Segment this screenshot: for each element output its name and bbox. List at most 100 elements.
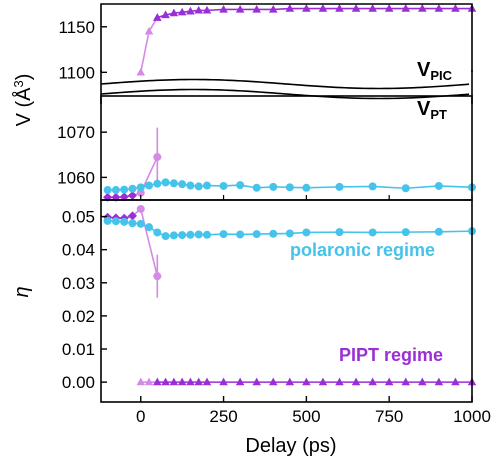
data-point	[119, 192, 129, 202]
data-point	[351, 377, 361, 386]
data-point	[368, 228, 377, 237]
data-point	[285, 4, 295, 12]
data-point	[203, 230, 211, 239]
data-point	[252, 4, 261, 13]
data-point	[268, 4, 278, 13]
data-point	[153, 13, 162, 21]
data-point	[194, 5, 203, 14]
data-point	[384, 377, 394, 386]
y-tick-label: 0.03	[62, 274, 95, 293]
y-axis-title-eta: η	[11, 286, 33, 297]
data-point	[418, 4, 427, 12]
data-point	[186, 181, 195, 190]
plot-axes: 1100 1150 1060 1070 0.00 0.01 0.02 0.03 0.04 0.05…	[57, 3, 491, 426]
data-point	[144, 26, 154, 35]
data-point	[161, 10, 170, 19]
data-point	[302, 4, 311, 12]
data-point	[178, 231, 187, 240]
data-point	[269, 229, 278, 238]
data-point	[161, 232, 170, 241]
data-point	[136, 219, 145, 228]
data-point	[186, 6, 195, 15]
data-point	[103, 216, 112, 225]
data-point	[120, 217, 129, 226]
y-tick-label: 0.01	[62, 340, 95, 359]
data-point	[368, 182, 377, 191]
data-point	[285, 229, 294, 238]
data-point	[368, 377, 377, 386]
data-point	[434, 377, 444, 386]
data-point	[318, 377, 328, 386]
data-point	[144, 377, 154, 386]
data-point	[153, 153, 162, 162]
data-point	[368, 4, 377, 12]
vpic-label: VPIC	[417, 59, 453, 83]
bottom-panel-frame	[100, 199, 473, 403]
data-point	[418, 377, 427, 386]
data-point	[177, 7, 187, 16]
data-point	[401, 228, 410, 237]
data-point	[252, 377, 261, 386]
data-point	[169, 179, 178, 188]
data-point	[136, 377, 146, 386]
data-point	[145, 181, 154, 190]
y-tick-label: 0.02	[62, 307, 95, 326]
data-point	[335, 4, 344, 12]
data-point	[219, 4, 228, 13]
vpt-label: VPT	[417, 98, 447, 122]
data-point	[252, 230, 261, 239]
data-point	[169, 231, 178, 240]
top-panel-frame	[100, 3, 473, 72]
data-point	[219, 377, 228, 386]
data-point	[235, 377, 245, 386]
data-point	[302, 377, 311, 386]
data-point	[194, 182, 203, 191]
data-point	[335, 182, 344, 191]
data-point	[434, 227, 443, 236]
x-tick-label: 1000	[453, 407, 491, 426]
y-tick-label: 0.04	[62, 241, 95, 260]
data-point	[219, 230, 228, 239]
data-point	[451, 4, 460, 12]
data-point	[268, 377, 278, 386]
data-point	[111, 186, 120, 195]
data-point	[136, 183, 145, 192]
vpic-label-sub: PIC	[430, 68, 452, 83]
data-point	[219, 181, 228, 190]
data-point	[335, 228, 344, 237]
y-tick-label: 1150	[58, 18, 95, 37]
data-point	[169, 377, 179, 386]
series-line	[139, 208, 159, 277]
data-point	[236, 230, 245, 239]
data-point	[128, 184, 137, 193]
data-point	[351, 4, 361, 12]
y-tick-label: 1100	[58, 63, 95, 82]
data-point	[186, 377, 195, 386]
vpt-label-sub: PT	[430, 107, 447, 122]
data-point	[153, 228, 162, 237]
data-point	[401, 184, 410, 193]
data-point	[235, 4, 245, 13]
data-point	[434, 181, 443, 190]
data-point	[177, 377, 187, 386]
data-point	[120, 185, 129, 194]
data-point	[401, 4, 411, 12]
data-point	[178, 180, 187, 189]
x-tick-label: 500	[292, 407, 320, 426]
data-point	[128, 219, 137, 228]
vpic-label-main: V	[417, 59, 431, 81]
axis-break-line	[100, 88, 470, 100]
data-point	[103, 186, 112, 195]
series-line	[139, 17, 158, 73]
data-point	[202, 377, 212, 386]
data-point	[434, 4, 444, 12]
data-point	[136, 67, 146, 76]
axis-break-line	[100, 78, 470, 90]
data-point	[161, 377, 170, 386]
data-point	[302, 183, 311, 192]
data-point	[269, 182, 278, 191]
data-point	[194, 377, 203, 386]
data-point	[127, 211, 137, 221]
x-tick-label: 0	[136, 407, 145, 426]
